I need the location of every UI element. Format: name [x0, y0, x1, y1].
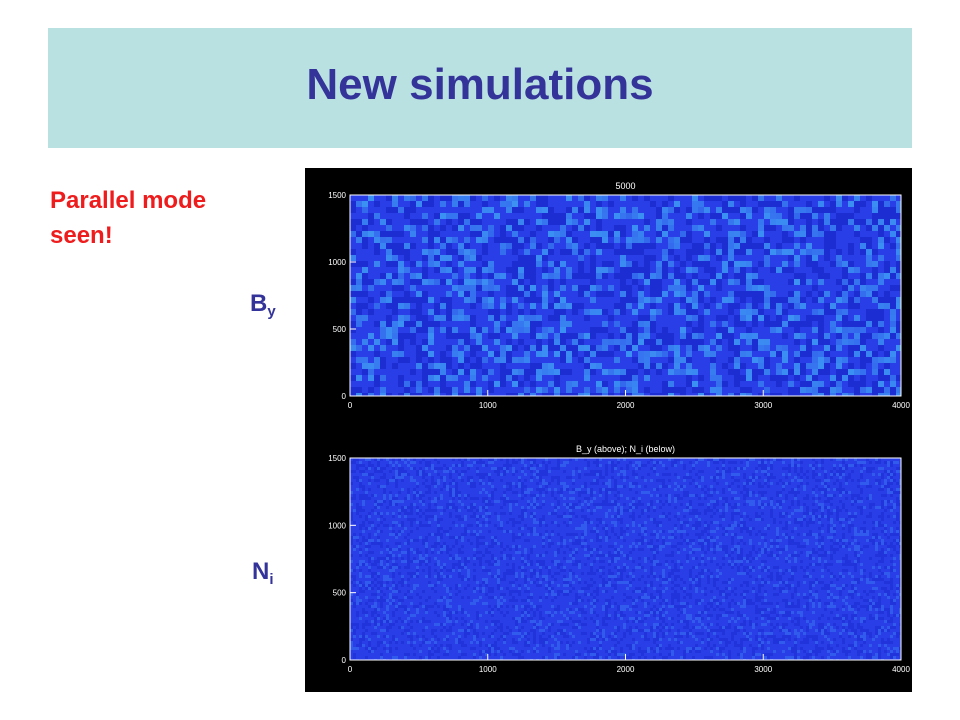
label-by-sub: y — [267, 303, 276, 320]
label-ni: Ni — [252, 558, 274, 588]
y-tick-label-1-0: 0 — [342, 392, 347, 401]
y-tick-label-2-3: 1500 — [328, 454, 346, 463]
y-tick-label-1-2: 1000 — [328, 258, 346, 267]
simulation-figure: 5000 0 1000 2000 3000 4000 0 500 1000 1500 B_y (ab… — [305, 168, 912, 692]
x-tick-label-2-3: 3000 — [754, 665, 772, 674]
x-tick-label-1-1: 1000 — [479, 401, 497, 410]
note-text: Parallel mode seen! — [50, 184, 300, 254]
slide-title: New simulations — [306, 60, 654, 109]
field-texture-1 — [350, 195, 901, 396]
y-tick-label-2-1: 500 — [333, 589, 347, 598]
x-tick-label-1-2: 2000 — [617, 401, 635, 410]
y-tick-label-2-0: 0 — [342, 656, 347, 665]
x-tick-label-2-0: 0 — [348, 665, 353, 674]
note-line-1: Parallel mode — [50, 187, 207, 214]
x-tick-label-1-4: 4000 — [892, 401, 910, 410]
label-by: By — [250, 290, 276, 320]
field-background-2 — [350, 458, 901, 660]
field-texture-2 — [350, 458, 901, 660]
x-tick-label-1-0: 0 — [348, 401, 353, 410]
label-ni-main: N — [252, 558, 270, 585]
y-tick-label-1-1: 500 — [333, 325, 347, 334]
plot-title-1: 5000 — [615, 181, 635, 191]
title-banner — [48, 28, 912, 148]
note-line-2: seen! — [50, 221, 113, 249]
x-tick-label-2-4: 4000 — [892, 665, 910, 674]
x-tick-label-1-3: 3000 — [754, 401, 772, 410]
x-tick-label-2-2: 2000 — [617, 665, 635, 674]
label-ni-sub: i — [269, 571, 274, 588]
y-tick-label-2-2: 1000 — [328, 521, 346, 530]
plot-title-2: B_y (above); N_i (below) — [576, 444, 675, 454]
x-tick-label-2-1: 1000 — [479, 665, 497, 674]
label-by-main: B — [250, 290, 268, 317]
y-tick-label-1-3: 1500 — [328, 191, 346, 200]
